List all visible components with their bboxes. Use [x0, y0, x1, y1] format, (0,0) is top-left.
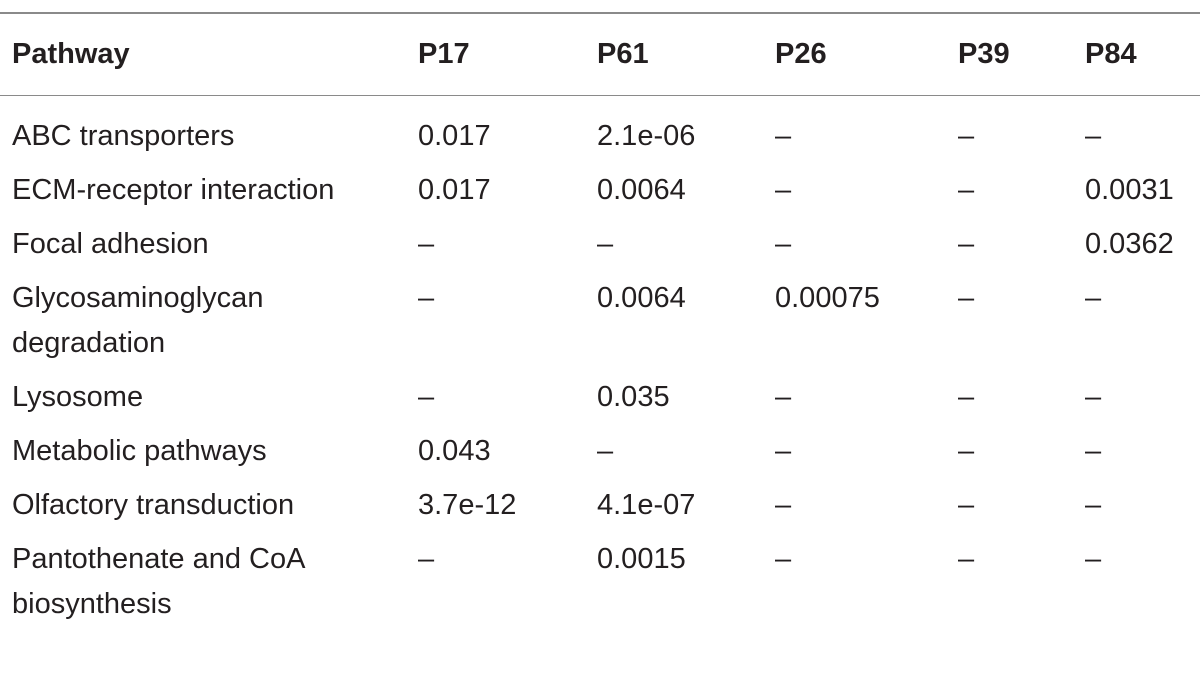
pathway-name: Glycosaminoglycan degradation [12, 282, 264, 359]
value-cell: – [1085, 282, 1102, 314]
value-cell: 0.0015 [597, 543, 686, 575]
header-cell: P39 [946, 12, 1073, 96]
value-cell: 0.017 [418, 174, 491, 206]
table-body: ABC transporters 0.017 2.1e-06– – – ECM-recep… [0, 96, 1200, 628]
value-cell: – [775, 174, 792, 206]
table-row: Metabolic pathways 0.043 – – – – [0, 420, 1200, 474]
value-cell: – [418, 228, 435, 260]
value-cell: – [775, 543, 792, 575]
value-cell: – [597, 228, 614, 260]
pathway-name: Pantothenate and CoA biosynthesis [12, 543, 304, 620]
value-cell: – [1085, 120, 1102, 152]
data-table: Pathway P17 P61 P26 P39 P84 ABC transporters 0… [0, 12, 1200, 627]
value-cell: 0.017 [418, 120, 491, 152]
value-cell: – [597, 435, 614, 467]
value-cell: – [775, 435, 792, 467]
value-cell: 0.035 [597, 381, 670, 413]
value-cell: 2.1e-06 [597, 120, 696, 152]
pathway-cell: Glycosaminoglycan degradation [0, 267, 406, 366]
value-cell: 0.00075 [775, 282, 880, 314]
pathway-cell: Metabolic pathways [0, 420, 406, 474]
value-cell: – [775, 120, 792, 152]
value-cell: – [958, 282, 975, 314]
pathway-cell: Pantothenate and CoA biosynthesis [0, 528, 406, 627]
value-cell: – [1085, 489, 1102, 521]
value-cell: – [775, 228, 792, 260]
pathway-cell: ECM-receptor interaction [0, 159, 406, 213]
pathway-name: ABC transporters [12, 120, 235, 152]
pathway-name: ECM-receptor interaction [12, 174, 335, 206]
value-cell: – [418, 543, 435, 575]
page: Pathway P17 P61 P26 P39 P84 ABC transporters 0… [0, 12, 1200, 690]
pathway-name: Metabolic pathways [12, 435, 267, 467]
pathway-cell: Focal adhesion [0, 213, 406, 267]
pathway-name: Lysosome [12, 381, 144, 413]
value-cell: 0.0064 [597, 282, 686, 314]
table-row: ECM-receptor interaction 0.017 0.0064 – – 0.0… [0, 159, 1200, 213]
value-cell: – [958, 435, 975, 467]
header-cell: P84 [1073, 12, 1200, 96]
value-cell: 4.1e-07 [597, 489, 696, 521]
value-cell: – [958, 543, 975, 575]
header-cell: P17 [406, 12, 585, 96]
value-cell: 3.7e-12 [418, 489, 517, 521]
header-cell: P26 [763, 12, 946, 96]
table-row: Glycosaminoglycan degradation – 0.0064 0.00… [0, 267, 1200, 366]
value-cell: – [958, 174, 975, 206]
pathway-name: Olfactory transduction [12, 489, 295, 521]
value-cell: – [958, 120, 975, 152]
header-cell: P61 [585, 12, 763, 96]
value-cell: – [958, 381, 975, 413]
table-row: Focal adhesion – – – – 0.0362 [0, 213, 1200, 267]
value-cell: – [958, 228, 975, 260]
value-cell: – [418, 381, 435, 413]
table-row: Olfactory transduction 3.7e-12 4.1e-07 – – – [0, 474, 1200, 528]
table-row: ABC transporters 0.017 2.1e-06 – – – [0, 96, 1200, 160]
table-row: Lysosome – 0.035 – – – [0, 366, 1200, 420]
value-cell: 0.0064 [597, 174, 686, 206]
value-cell: 0.0031 [1085, 174, 1174, 206]
value-cell: – [1085, 543, 1102, 575]
value-cell: – [775, 489, 792, 521]
value-cell: – [1085, 381, 1102, 413]
value-cell: – [1085, 435, 1102, 467]
value-cell: – [775, 381, 792, 413]
value-cell: 0.0362 [1085, 228, 1174, 260]
pathway-name: Focal adhesion [12, 228, 209, 260]
value-cell: 0.043 [418, 435, 491, 467]
value-cell: – [418, 282, 435, 314]
pathway-cell: ABC transporters [0, 96, 406, 160]
table-row: Pantothenate and CoA biosynthesis – 0.0015… [0, 528, 1200, 627]
pathway-cell: Lysosome [0, 366, 406, 420]
value-cell: – [958, 489, 975, 521]
pathway-cell: Olfactory transduction [0, 474, 406, 528]
header-row: Pathway P17 P61 P26 P39 P84 [0, 12, 1200, 96]
table-header: Pathway P17 P61 P26 P39 P84 [0, 12, 1200, 96]
header-cell: Pathway [0, 12, 406, 96]
